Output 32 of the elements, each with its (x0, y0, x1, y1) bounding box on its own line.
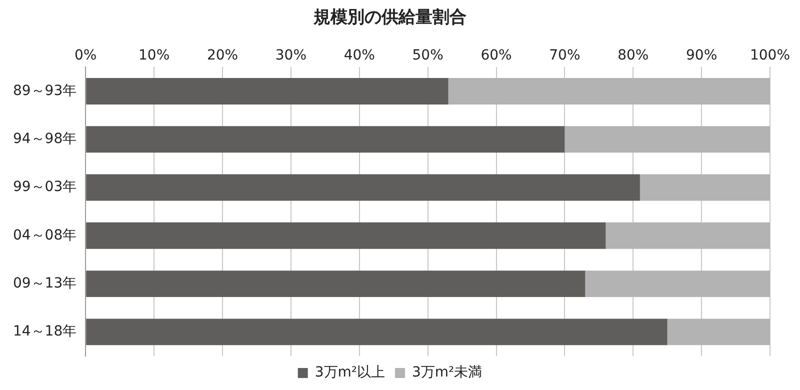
x-tick-label: 50% (412, 47, 444, 64)
x-tick-label: 80% (618, 47, 649, 64)
x-tick-label: 70% (549, 47, 580, 64)
bar (640, 174, 770, 201)
y-tick-label: 09～13年 (12, 275, 77, 292)
bar (86, 126, 565, 153)
bar (564, 126, 770, 153)
bar (86, 174, 640, 201)
x-tick-label: 10% (138, 47, 170, 64)
x-tick-label: 20% (206, 47, 238, 64)
bar (86, 78, 448, 105)
y-tick-label: 89～93年 (12, 82, 77, 99)
y-tick-label: 14～18年 (12, 324, 77, 340)
legend-label: 3万m²以上 (314, 364, 386, 381)
bar (585, 270, 770, 298)
x-tick-label: 0% (74, 47, 97, 64)
bar (606, 222, 770, 249)
bar (667, 318, 770, 346)
y-tick-label: 99～03年 (12, 179, 77, 196)
y-tick-label: 94～98年 (12, 131, 77, 148)
bar (86, 270, 586, 298)
bar (86, 318, 668, 346)
x-tick-label: 100% (750, 47, 790, 64)
legend-label: 3万m²未満 (412, 364, 482, 381)
x-tick-label: 60% (480, 47, 512, 64)
bar (448, 78, 770, 105)
x-tick-label: 30% (275, 47, 307, 64)
chart-title: 規模別の供給量割合 (312, 8, 466, 28)
y-tick-label: 04～08年 (12, 227, 77, 244)
x-tick-label: 90% (686, 47, 718, 64)
x-tick-label: 40% (344, 47, 375, 64)
bar (86, 222, 606, 249)
